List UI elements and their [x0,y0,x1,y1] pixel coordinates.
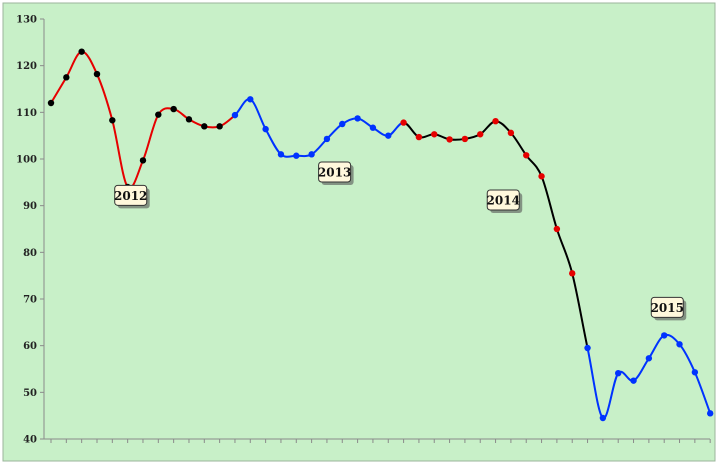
data-point [661,332,668,339]
y-tick-label: 70 [23,295,37,306]
y-tick-label: 80 [23,248,37,259]
axes: 40 50 60 70 80 90 100 110 120 130 [16,15,711,446]
data-point [109,117,116,124]
data-point [553,225,561,233]
annotation-2015: 2015 [650,296,687,321]
y-tick-label: 60 [23,341,37,352]
data-point [431,131,438,138]
data-point [569,270,576,277]
annotation-label: 2015 [651,301,684,315]
y-tick-label: 40 [23,435,37,446]
y-tick-label: 130 [16,15,37,26]
data-point [461,135,469,143]
annotation-label: 2014 [487,194,520,208]
data-point [538,173,545,180]
data-point [615,370,622,377]
data-point [630,377,637,384]
data-point [262,125,269,133]
data-point [415,133,423,141]
data-point [691,369,699,376]
data-point [339,120,346,128]
data-point [47,99,55,107]
y-tick-label: 120 [16,61,37,72]
data-point [492,118,499,125]
data-point [155,111,162,118]
data-point [247,96,254,103]
annotation-label: 2012 [114,189,147,203]
annotation-box [650,296,684,318]
data-point [584,344,591,352]
data-point [676,341,683,348]
data-point [446,136,453,143]
y-tick-label: 100 [16,155,37,166]
annotation-box [486,189,520,211]
data-point [170,105,177,113]
data-point [645,355,653,362]
annotation-2012: 2012 [114,184,150,209]
data-point [216,123,223,130]
data-point [599,414,607,422]
data-point [78,48,85,55]
data-point [523,152,530,159]
data-point [293,152,300,159]
y-tick-label: 50 [23,388,37,399]
annotation-2013: 2013 [318,161,354,185]
data-point [308,151,315,158]
data-point [385,132,392,139]
annotation-label: 2013 [318,166,351,180]
y-tick-label: 110 [16,108,37,119]
year-annotations: 2012 2013 2014 2015 [114,161,687,321]
data-point [507,129,515,137]
data-point [400,119,407,126]
data-point [277,151,285,158]
data-point [231,111,239,119]
data-point [139,157,147,164]
annotation-box [318,161,352,183]
data-point [185,116,193,123]
data-point [706,410,714,417]
annotation-box [114,184,148,206]
y-tick-label: 90 [23,201,37,212]
data-point [63,74,70,81]
data-point [369,124,377,131]
annotation-2014: 2014 [486,189,523,213]
data-point [354,115,361,122]
data-point [477,131,484,138]
series-markers [47,48,714,422]
data-point [201,123,208,130]
data-point [93,70,101,78]
data-point [323,135,331,143]
